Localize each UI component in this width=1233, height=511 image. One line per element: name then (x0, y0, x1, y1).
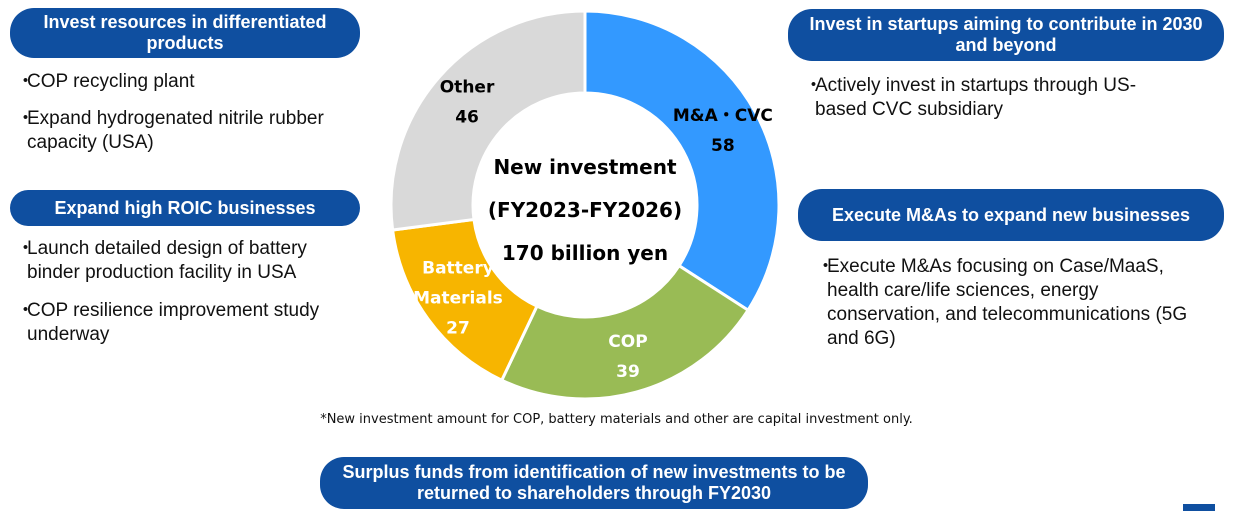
bullet-mark: ・ (16, 300, 36, 321)
donut-slice-3 (389, 9, 587, 232)
bullet-text: COP resilience improvement study underwa… (27, 300, 320, 345)
bullet-text: COP recycling plant (27, 71, 195, 92)
bullet-mna-focus: ・ Execute M&As focusing on Case/MaaS, he… (816, 255, 1216, 351)
panel-heading-mna: Execute M&As to expand new businesses (798, 189, 1224, 241)
bullet-mark: ・ (16, 238, 36, 259)
donut-value-label-1: 39 (616, 362, 640, 382)
donut-category-label-1: COP (608, 332, 647, 352)
donut-value-label-2: 27 (446, 318, 470, 338)
bullet-battery-binder: ・ Launch detailed design of battery bind… (16, 237, 361, 285)
donut-value-label-0: 58 (711, 136, 735, 156)
bullet-cop-recycling: ・ COP recycling plant (16, 70, 376, 94)
donut-slice-0 (583, 9, 781, 313)
bullet-mark: ・ (816, 256, 836, 277)
bullet-cop-resilience: ・ COP resilience improvement study under… (16, 299, 376, 347)
center-line-3: 170 billion yen (502, 241, 668, 265)
panel-heading-startups: Invest in startups aiming to contribute … (788, 9, 1224, 61)
donut-category-label-2: Battery (422, 258, 494, 278)
panel-heading-high-roic: Expand high ROIC businesses (10, 190, 360, 226)
center-line-1: New investment (493, 155, 677, 179)
footnote: *New investment amount for COP, battery … (320, 412, 913, 427)
bullet-mark: ・ (804, 75, 824, 96)
bullet-cvc-subsidiary: ・ Actively invest in startups through US… (804, 74, 1184, 122)
donut-slices (389, 9, 781, 400)
center-line-2: (FY2023-FY2026) (488, 198, 682, 222)
donut-category-label-0: M&A・CVC (673, 106, 773, 126)
donut-category-label-2: Materials (413, 288, 503, 308)
bullet-text: Launch detailed design of battery binder… (27, 238, 307, 283)
donut-slice-1 (499, 263, 751, 400)
panel-heading-differentiated-products: Invest resources in differentiated produ… (10, 8, 360, 58)
investment-donut-chart: M&A・CVC58COP39BatteryMaterials27Other46 … (389, 9, 781, 400)
shareholder-return-banner: Surplus funds from identification of new… (320, 457, 868, 509)
donut-value-label-3: 46 (455, 107, 479, 127)
bullet-text: Actively invest in startups through US-b… (815, 75, 1137, 120)
donut-category-label-3: Other (440, 77, 495, 97)
bullet-text: Expand hydrogenated nitrile rubber capac… (27, 108, 324, 153)
corner-accent (1183, 504, 1215, 511)
bullet-mark: ・ (16, 108, 36, 129)
donut-labels: M&A・CVC 58 COP 39 Battery Materials 27 Other 46 (413, 77, 773, 382)
bullet-text: Execute M&As focusing on Case/MaaS, heal… (827, 256, 1188, 349)
bullet-mark: ・ (16, 71, 36, 92)
bullet-hnbr-capacity: ・ Expand hydrogenated nitrile rubber cap… (16, 107, 376, 155)
